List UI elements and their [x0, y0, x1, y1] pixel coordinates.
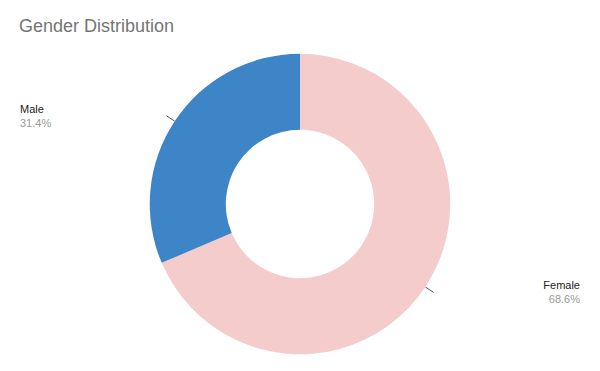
- svg-text:Gender Distribution: Gender Distribution: [19, 16, 174, 36]
- svg-text:68.6%: 68.6%: [549, 293, 580, 305]
- svg-text:31.4%: 31.4%: [20, 117, 51, 129]
- svg-text:Female: Female: [543, 279, 580, 291]
- svg-text:Male: Male: [20, 103, 44, 115]
